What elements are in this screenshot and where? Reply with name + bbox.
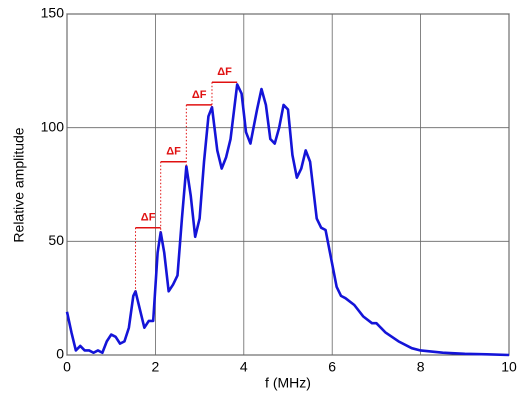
x-tick-label: 4 <box>240 359 248 375</box>
data-line <box>65 83 510 357</box>
annotation-label: ΔF <box>141 212 156 224</box>
annotation-label: ΔF <box>192 89 207 101</box>
x-tick-label: 2 <box>152 359 160 375</box>
y-tick-label: 0 <box>56 346 64 362</box>
y-tick-label: 150 <box>41 5 65 21</box>
y-tick-label: 50 <box>48 232 64 248</box>
x-axis-label: f (MHz) <box>265 375 311 391</box>
x-tick-label: 0 <box>63 359 71 375</box>
x-tick-label: 8 <box>417 359 425 375</box>
annotation-label: ΔF <box>217 66 232 78</box>
y-axis-label: Relative amplitude <box>11 127 27 242</box>
x-tick-label: 10 <box>501 359 517 375</box>
x-tick-label: 6 <box>328 359 336 375</box>
annotation-label: ΔF <box>166 146 181 158</box>
plot-frame <box>66 13 510 356</box>
y-tick-label: 100 <box>41 118 65 134</box>
